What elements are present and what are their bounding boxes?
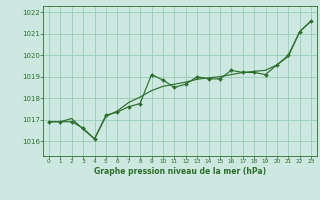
X-axis label: Graphe pression niveau de la mer (hPa): Graphe pression niveau de la mer (hPa) [94, 167, 266, 176]
